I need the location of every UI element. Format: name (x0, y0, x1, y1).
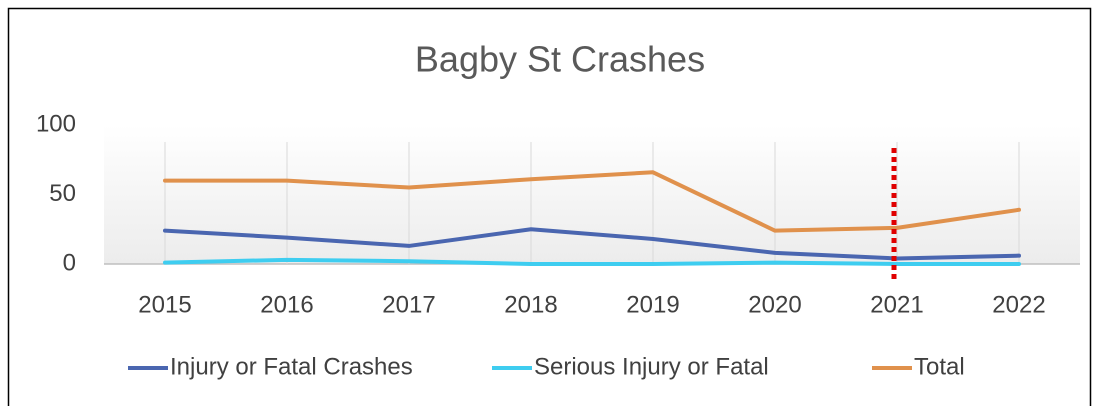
x-tick-label: 2016 (260, 291, 313, 318)
x-tick-label: 2018 (504, 291, 557, 318)
x-tick-label: 2021 (870, 291, 923, 318)
x-tick-label: 2017 (382, 291, 435, 318)
x-tick-label: 2022 (992, 291, 1045, 318)
x-tick-label: 2020 (748, 291, 801, 318)
x-tick-label: 2019 (626, 291, 679, 318)
legend: Injury or Fatal Crashes Serious Injury or… (128, 353, 965, 380)
frame (7, 7, 1092, 406)
y-tick-label: 50 (49, 180, 76, 207)
legend-label: Injury or Fatal Crashes (170, 353, 413, 380)
y-tick-label: 100 (36, 110, 76, 137)
plot-background (104, 125, 1080, 264)
legend-label: Serious Injury or Fatal (534, 353, 769, 380)
chart-title: Bagby St Crashes (415, 39, 705, 80)
series-line (163, 170, 1021, 233)
series-line (163, 227, 1021, 261)
lines (163, 170, 1021, 266)
legend-label: Total (914, 353, 965, 380)
x-tick-label: 2015 (138, 291, 191, 318)
series-line (163, 257, 1021, 266)
y-tick-label: 0 (63, 249, 76, 276)
